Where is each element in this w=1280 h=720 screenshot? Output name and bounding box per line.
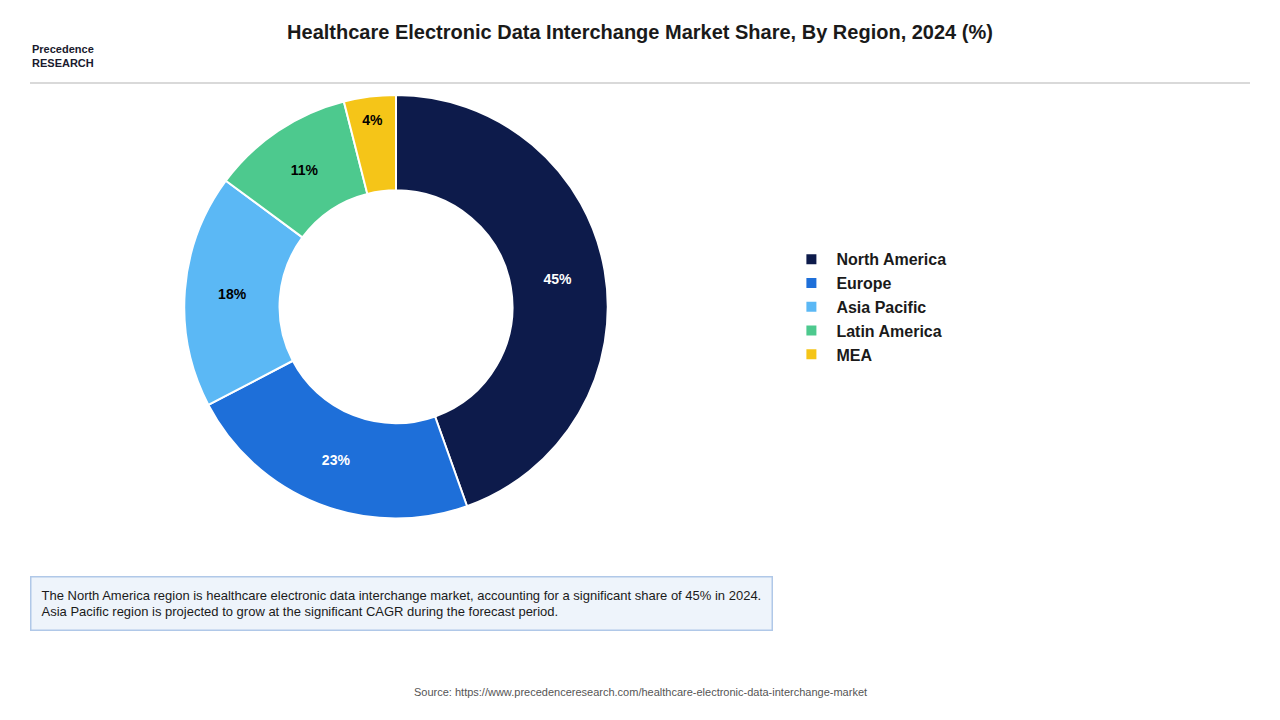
svg-text:Healthcare Electronic Data Int: Healthcare Electronic Data Interchange M… bbox=[287, 21, 993, 43]
svg-text:23%: 23% bbox=[322, 452, 351, 468]
svg-text:45%: 45% bbox=[543, 271, 572, 287]
svg-text:North America: North America bbox=[836, 251, 946, 268]
svg-text:18%: 18% bbox=[218, 286, 247, 302]
svg-text:PrecedenceRESEARCH: PrecedenceRESEARCH bbox=[32, 43, 94, 69]
svg-text:Latin America: Latin America bbox=[836, 323, 941, 340]
svg-text:4%: 4% bbox=[362, 112, 383, 128]
svg-text:Asia Pacific: Asia Pacific bbox=[836, 299, 926, 316]
svg-text:11%: 11% bbox=[291, 162, 319, 178]
svg-text:Europe: Europe bbox=[836, 275, 891, 292]
svg-text:MEA: MEA bbox=[836, 347, 872, 364]
svg-text:Source: https://www.precedence: Source: https://www.precedenceresearch.c… bbox=[414, 686, 867, 698]
svg-text:The North America region is he: The North America region is healthcare e… bbox=[42, 588, 762, 620]
